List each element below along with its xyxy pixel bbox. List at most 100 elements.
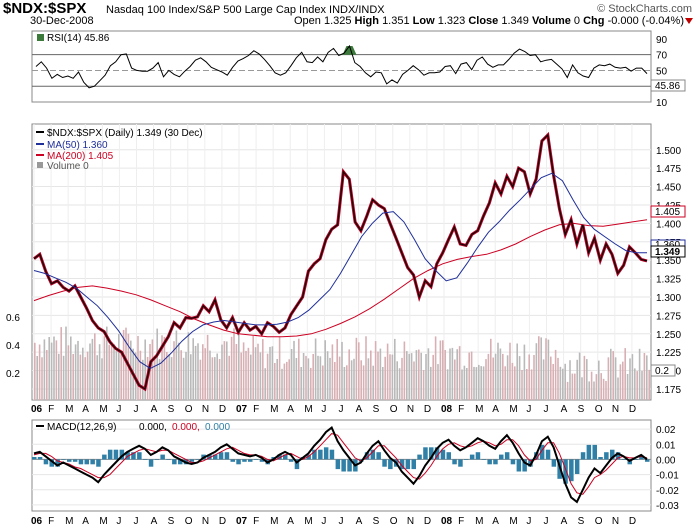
ma200-last-label: 1.405 (655, 207, 680, 218)
chg-label: Chg (583, 15, 605, 27)
price-legend: $NDX:$SPX (Daily) 1.349 (30 Dec) MA(50) … (36, 128, 203, 172)
macd-x-tick-label: S (373, 516, 380, 527)
price-x-tick-label: N (612, 404, 619, 415)
volume-bar (379, 348, 382, 400)
volume-bar (38, 344, 41, 400)
macd-x-tick-label: O (185, 516, 193, 527)
volume-bar (322, 365, 324, 400)
macd-line (33, 426, 648, 504)
macd-histogram-bar (504, 452, 510, 460)
macd-histogram-bar (598, 457, 603, 460)
volume-bar (607, 357, 610, 400)
macd-histogram-bar (32, 457, 37, 460)
macd-x-tick-label: A (287, 516, 294, 527)
volume-bar (540, 337, 542, 400)
macd-histogram-bar (364, 452, 370, 460)
volume-bar (346, 365, 348, 400)
volume-bar (530, 369, 533, 400)
volume-bar (446, 369, 449, 400)
volume-bar (427, 348, 430, 400)
volume-bar (370, 350, 372, 400)
volume-bar (254, 347, 257, 400)
price-x-tick-label: N (407, 404, 414, 415)
volume-bar (605, 381, 607, 400)
volume-bar (641, 370, 643, 400)
macd-histogram-bar (96, 459, 101, 467)
macd-x-tick-label: 06 (31, 516, 43, 527)
macd-histogram-bar (78, 459, 84, 465)
volume-bar (432, 354, 434, 400)
price-x-tick-label: A (561, 404, 568, 415)
volume-bar (418, 349, 420, 400)
volume-bar (72, 354, 74, 400)
macd-histogram-bar (499, 454, 504, 460)
macd-histogram-bar (475, 452, 481, 460)
volume-bar (624, 348, 626, 400)
macd-histogram-bar (639, 457, 644, 460)
volume-bar (242, 342, 245, 400)
volume-bar (449, 348, 451, 400)
close-last-box (650, 245, 686, 258)
volume-bar (535, 343, 538, 400)
macd-histogram-bar (423, 447, 428, 460)
macd-histogram-bar (312, 449, 317, 460)
volume-bar (113, 344, 115, 400)
volume-bar (466, 368, 468, 400)
volume-bar (516, 343, 518, 400)
volume-bar (163, 336, 166, 400)
volume-bar (67, 345, 70, 400)
low-value: 1.323 (437, 15, 466, 27)
price-x-tick-label: A (82, 404, 89, 415)
low-label: Low (412, 15, 435, 27)
macd-x-tick-label: O (595, 516, 603, 527)
macd-histogram-bar (90, 459, 95, 465)
price-x-tick-label: F (48, 404, 54, 415)
volume-bar (329, 357, 331, 400)
volume-bar (473, 366, 475, 400)
volume-bar (247, 347, 250, 400)
price-x-tick-label: A (492, 404, 499, 415)
volume-bar (554, 349, 557, 400)
volume-bar (55, 340, 58, 400)
price-x-tick-label: S (168, 404, 175, 415)
macd-histogram-bar (347, 459, 352, 472)
volume-bar (523, 344, 526, 400)
volume-bar (389, 354, 391, 400)
volume-bar (403, 341, 406, 400)
rsi-legend: RSI(14) 45.86 (37, 33, 110, 44)
macd-histogram-bar (399, 459, 405, 470)
volume-bar (89, 343, 91, 400)
ma50-line (33, 172, 647, 369)
ma200-line (33, 219, 648, 338)
volume-bar (497, 342, 499, 400)
volume-bar (182, 357, 185, 400)
volume-bar (547, 339, 550, 400)
macd-legend-label: MACD(12,26,9) (47, 422, 116, 433)
volume-bar (197, 343, 199, 400)
volume-bar (36, 356, 38, 400)
macd-histogram-bar (213, 454, 218, 460)
volume-bar (617, 377, 619, 400)
volume-bar (334, 362, 336, 400)
volume-bar (250, 354, 252, 400)
volume-bar (106, 326, 108, 400)
rsi-panel: 9070503010 RSI(14) 45.86 45.86 (31, 30, 686, 109)
price-tick-label: 1.175 (656, 385, 681, 396)
volume-bar (420, 352, 422, 400)
volume-bar (504, 366, 506, 400)
volume-bar (115, 350, 118, 400)
ma50-legend-text: MA(50) 1.360 (47, 140, 108, 151)
volume-bar (180, 350, 182, 400)
macd-panel: 0.02 0.01 0.00 -0.01 -0.02 -0.03 MACD(12,26,9… (31, 419, 679, 527)
macd-histogram-bar (55, 459, 60, 467)
close-label: Close (468, 15, 499, 27)
rsi-tick-label: 10 (656, 98, 668, 109)
volume-bar (166, 352, 168, 400)
macd-x-tick-label: J (134, 516, 139, 527)
macd-histogram-bar (148, 459, 154, 467)
macd-x-tick-label: J (544, 516, 549, 527)
price-x-tick-label: O (185, 404, 193, 415)
macd-histogram-bar (43, 459, 49, 465)
macd-histogram-bar (189, 459, 195, 462)
volume-bar (125, 327, 127, 400)
